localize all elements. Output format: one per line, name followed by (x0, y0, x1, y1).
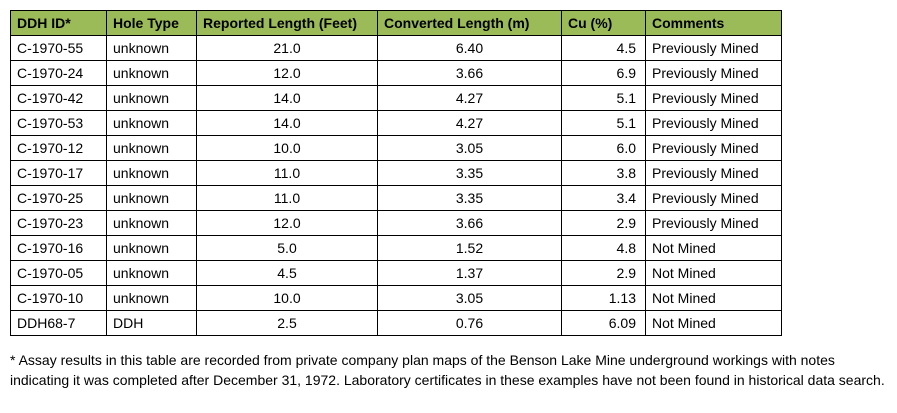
cell-comments: Not Mined (645, 235, 782, 261)
cell-hole-type: DDH (106, 310, 197, 336)
cell-ddh-id: C-1970-42 (10, 85, 107, 111)
cell-ddh-id: C-1970-12 (10, 135, 107, 161)
cell-cu-percent: 6.09 (561, 310, 646, 336)
cell-hole-type: unknown (106, 35, 197, 61)
cell-hole-type: unknown (106, 285, 197, 311)
cell-converted-length: 0.76 (377, 310, 562, 336)
header-hole-type: Hole Type (106, 10, 197, 36)
header-converted-length: Converted Length (m) (377, 10, 562, 36)
cell-reported-length: 21.0 (196, 35, 378, 61)
cell-hole-type: unknown (106, 210, 197, 236)
table-row: C-1970-05 unknown 4.5 1.37 2.9 Not Mined (10, 260, 782, 286)
cell-cu-percent: 1.13 (561, 285, 646, 311)
cell-hole-type: unknown (106, 160, 197, 186)
cell-cu-percent: 6.0 (561, 135, 646, 161)
cell-hole-type: unknown (106, 85, 197, 111)
table-row: C-1970-53 unknown 14.0 4.27 5.1 Previously Mi… (10, 110, 782, 136)
header-comments: Comments (645, 10, 782, 36)
header-ddh-id: DDH ID* (10, 10, 107, 36)
table-row: C-1970-42 unknown 14.0 4.27 5.1 Previously Mi… (10, 85, 782, 111)
header-reported-length: Reported Length (Feet) (196, 10, 378, 36)
cell-converted-length: 3.35 (377, 185, 562, 211)
cell-converted-length: 3.66 (377, 210, 562, 236)
cell-comments: Previously Mined (645, 160, 782, 186)
cell-ddh-id: C-1970-53 (10, 110, 107, 136)
cell-cu-percent: 2.9 (561, 260, 646, 286)
cell-cu-percent: 5.1 (561, 110, 646, 136)
cell-converted-length: 3.66 (377, 60, 562, 86)
cell-comments: Previously Mined (645, 110, 782, 136)
cell-ddh-id: C-1970-24 (10, 60, 107, 86)
cell-reported-length: 5.0 (196, 235, 378, 261)
cell-comments: Previously Mined (645, 35, 782, 61)
cell-converted-length: 6.40 (377, 35, 562, 61)
cell-hole-type: unknown (106, 260, 197, 286)
table-row: C-1970-24 unknown 12.0 3.66 6.9 Previously Mi… (10, 60, 782, 86)
cell-reported-length: 2.5 (196, 310, 378, 336)
cell-ddh-id: C-1970-16 (10, 235, 107, 261)
cell-reported-length: 12.0 (196, 210, 378, 236)
cell-converted-length: 3.05 (377, 285, 562, 311)
cell-converted-length: 1.37 (377, 260, 562, 286)
cell-comments: Previously Mined (645, 135, 782, 161)
table-row: C-1970-12 unknown 10.0 3.05 6.0 Previously Mi… (10, 135, 782, 161)
cell-ddh-id: C-1970-25 (10, 185, 107, 211)
table-row: C-1970-17 unknown 11.0 3.35 3.8 Previously Mi… (10, 160, 782, 186)
cell-reported-length: 4.5 (196, 260, 378, 286)
cell-hole-type: unknown (106, 135, 197, 161)
table-row: C-1970-16 unknown 5.0 1.52 4.8 Not Mined (10, 235, 782, 261)
cell-reported-length: 11.0 (196, 185, 378, 211)
cell-converted-length: 4.27 (377, 85, 562, 111)
cell-comments: Previously Mined (645, 60, 782, 86)
cell-reported-length: 12.0 (196, 60, 378, 86)
cell-cu-percent: 6.9 (561, 60, 646, 86)
cell-converted-length: 1.52 (377, 235, 562, 261)
cell-cu-percent: 5.1 (561, 85, 646, 111)
cell-ddh-id: C-1970-17 (10, 160, 107, 186)
cell-cu-percent: 3.8 (561, 160, 646, 186)
table-header: DDH ID* Hole Type Reported Length (Feet)… (10, 10, 782, 36)
cell-comments: Previously Mined (645, 210, 782, 236)
drill-hole-table: DDH ID* Hole Type Reported Length (Feet)… (10, 10, 782, 336)
cell-ddh-id: C-1970-23 (10, 210, 107, 236)
table-row: C-1970-10 unknown 10.0 3.05 1.13 Not Mined (10, 285, 782, 311)
cell-comments: Not Mined (645, 260, 782, 286)
cell-converted-length: 3.05 (377, 135, 562, 161)
cell-hole-type: unknown (106, 110, 197, 136)
header-cu-percent: Cu (%) (561, 10, 646, 36)
table-row: DDH68-7 DDH 2.5 0.76 6.09 Not Mined (10, 310, 782, 336)
cell-ddh-id: DDH68-7 (10, 310, 107, 336)
cell-comments: Previously Mined (645, 85, 782, 111)
cell-comments: Not Mined (645, 310, 782, 336)
cell-converted-length: 3.35 (377, 160, 562, 186)
cell-cu-percent: 4.5 (561, 35, 646, 61)
cell-converted-length: 4.27 (377, 110, 562, 136)
cell-ddh-id: C-1970-05 (10, 260, 107, 286)
cell-cu-percent: 2.9 (561, 210, 646, 236)
cell-reported-length: 10.0 (196, 135, 378, 161)
cell-reported-length: 11.0 (196, 160, 378, 186)
footnote: * Assay results in this table are record… (10, 352, 885, 388)
cell-reported-length: 14.0 (196, 85, 378, 111)
cell-comments: Not Mined (645, 285, 782, 311)
cell-hole-type: unknown (106, 60, 197, 86)
cell-hole-type: unknown (106, 235, 197, 261)
cell-reported-length: 14.0 (196, 110, 378, 136)
table-body: C-1970-55 unknown 21.0 6.40 4.5 Previously Mi… (10, 35, 782, 336)
table-row: C-1970-55 unknown 21.0 6.40 4.5 Previously Mi… (10, 35, 782, 61)
table-row: C-1970-23 unknown 12.0 3.66 2.9 Previously Mi… (10, 210, 782, 236)
cell-ddh-id: C-1970-10 (10, 285, 107, 311)
table-row: C-1970-25 unknown 11.0 3.35 3.4 Previously Mi… (10, 185, 782, 211)
cell-reported-length: 10.0 (196, 285, 378, 311)
cell-comments: Previously Mined (645, 185, 782, 211)
cell-cu-percent: 4.8 (561, 235, 646, 261)
cell-cu-percent: 3.4 (561, 185, 646, 211)
cell-hole-type: unknown (106, 185, 197, 211)
cell-ddh-id: C-1970-55 (10, 35, 107, 61)
header-row: DDH ID* Hole Type Reported Length (Feet)… (10, 10, 782, 36)
